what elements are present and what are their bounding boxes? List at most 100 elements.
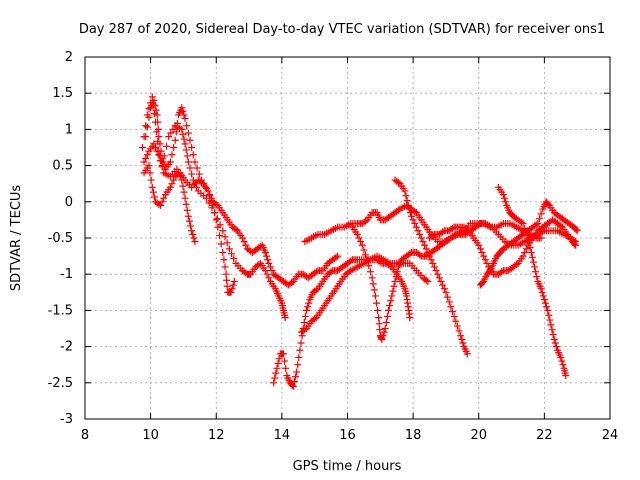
data-point bbox=[517, 218, 525, 226]
data-point bbox=[374, 306, 382, 314]
data-point bbox=[385, 306, 393, 314]
data-point bbox=[261, 248, 269, 256]
data-point bbox=[268, 267, 276, 275]
data-point bbox=[159, 158, 167, 166]
data-point bbox=[485, 268, 493, 276]
data-point bbox=[557, 353, 565, 361]
data-point bbox=[148, 93, 156, 101]
data-point bbox=[559, 361, 567, 369]
data-point bbox=[459, 339, 467, 347]
data-point bbox=[191, 238, 199, 246]
data-point bbox=[386, 302, 394, 310]
data-point bbox=[151, 101, 159, 109]
data-point bbox=[261, 267, 269, 275]
data-point bbox=[546, 316, 554, 324]
data-point bbox=[190, 234, 198, 242]
y-tick-label: -3 bbox=[60, 412, 73, 427]
data-point bbox=[232, 226, 240, 234]
data-point bbox=[152, 106, 160, 114]
data-point bbox=[463, 226, 471, 234]
data-point bbox=[416, 230, 424, 238]
data-point bbox=[522, 229, 530, 237]
data-point bbox=[173, 165, 181, 173]
data-point bbox=[528, 253, 536, 261]
data-point bbox=[393, 268, 401, 276]
data-point bbox=[558, 357, 566, 365]
data-point bbox=[526, 244, 534, 252]
data-point bbox=[394, 178, 402, 186]
data-point bbox=[547, 321, 555, 329]
data-point bbox=[155, 151, 163, 159]
data-point bbox=[421, 241, 429, 249]
data-point bbox=[288, 279, 296, 287]
data-point bbox=[212, 216, 220, 224]
data-point bbox=[189, 230, 197, 238]
series-track-11 bbox=[476, 198, 581, 289]
data-point bbox=[358, 241, 366, 249]
y-tick-label: 1 bbox=[65, 122, 73, 137]
data-point bbox=[476, 245, 484, 253]
y-tick-label: -2.5 bbox=[48, 376, 73, 391]
data-point bbox=[281, 357, 289, 365]
data-point bbox=[221, 263, 229, 271]
data-point bbox=[532, 221, 540, 229]
data-point bbox=[181, 115, 189, 123]
data-point bbox=[429, 232, 437, 240]
data-point bbox=[500, 194, 508, 202]
data-point bbox=[183, 206, 191, 214]
data-point bbox=[220, 256, 228, 264]
data-point bbox=[534, 220, 542, 228]
data-point bbox=[207, 194, 215, 202]
data-point bbox=[365, 262, 373, 270]
x-axis-label: GPS time / hours bbox=[293, 459, 402, 474]
data-point bbox=[545, 311, 553, 319]
data-point bbox=[414, 227, 422, 235]
data-point bbox=[228, 250, 236, 258]
data-point bbox=[383, 312, 391, 320]
data-point bbox=[191, 158, 199, 166]
data-point bbox=[157, 147, 165, 155]
data-point bbox=[394, 206, 402, 214]
data-point bbox=[422, 276, 430, 284]
data-point bbox=[417, 234, 425, 242]
series-track-5 bbox=[270, 252, 432, 390]
data-point bbox=[452, 317, 460, 325]
data-point bbox=[154, 118, 162, 126]
data-point bbox=[156, 201, 164, 209]
data-point bbox=[375, 320, 383, 328]
data-point bbox=[447, 303, 455, 311]
data-point bbox=[188, 144, 196, 151]
data-point bbox=[521, 248, 529, 256]
data-point bbox=[301, 326, 309, 334]
data-point bbox=[403, 197, 411, 205]
data-point bbox=[362, 217, 370, 225]
data-point bbox=[189, 151, 197, 159]
data-point bbox=[155, 133, 163, 141]
data-point bbox=[353, 230, 361, 238]
data-point bbox=[181, 194, 189, 202]
data-point bbox=[150, 140, 158, 148]
data-point bbox=[301, 312, 309, 320]
y-tick-label: -1.5 bbox=[48, 303, 73, 318]
data-point bbox=[292, 373, 300, 381]
data-point bbox=[432, 267, 440, 275]
data-point bbox=[275, 355, 283, 363]
series-track-6 bbox=[298, 256, 414, 336]
data-point bbox=[483, 259, 491, 267]
data-point bbox=[551, 339, 559, 347]
data-point bbox=[544, 200, 552, 208]
data-point bbox=[272, 369, 280, 377]
data-point bbox=[150, 193, 158, 201]
data-point bbox=[544, 306, 552, 314]
data-point bbox=[430, 263, 438, 271]
data-point bbox=[347, 257, 355, 265]
y-tick-label: 2 bbox=[65, 50, 73, 65]
data-point bbox=[143, 123, 151, 131]
data-point bbox=[378, 335, 386, 343]
data-point bbox=[427, 256, 435, 264]
data-point bbox=[572, 226, 580, 234]
data-point bbox=[255, 261, 263, 269]
data-point bbox=[368, 274, 376, 282]
data-point bbox=[270, 379, 278, 387]
data-point bbox=[562, 372, 570, 380]
